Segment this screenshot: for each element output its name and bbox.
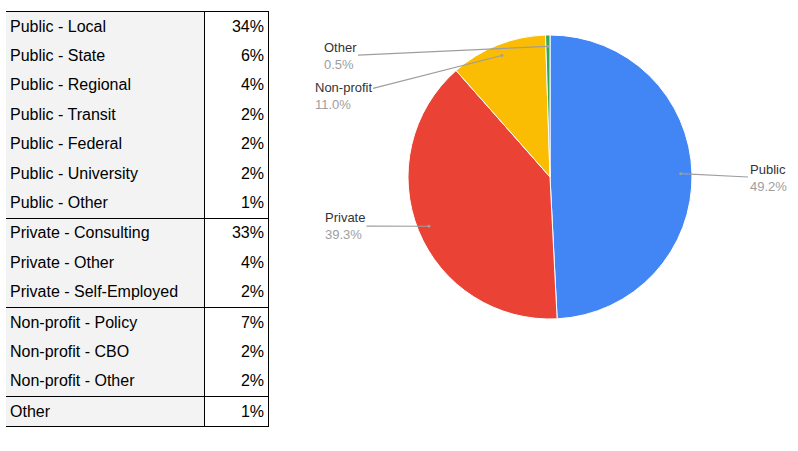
html-text:Public - Local: Public - Local: [10, 17, 106, 35]
html-text:33%: 33%: [232, 224, 264, 242]
html-text:Public - Other: Public - Other: [10, 194, 108, 211]
html-text:Public - Transit: Public - Transit: [10, 105, 116, 123]
html-text:Other: Other: [10, 402, 50, 420]
svg-text:Private39.3%: Private39.3%: [325, 210, 365, 242]
html-text:4%: 4%: [240, 76, 264, 94]
html-text:1%: 1%: [240, 402, 264, 420]
html-text:Non-profit - Policy: Non-profit - Policy: [10, 313, 138, 331]
html-text:Public - Federal: Public - Federal: [10, 135, 122, 153]
html-text:1%: 1%: [240, 194, 264, 211]
html-text:Private - Other: Private - Other: [10, 253, 114, 271]
html-text:2%: 2%: [240, 164, 264, 182]
html-text:7%: 7%: [240, 313, 264, 331]
svg-text:Public49.2%: Public49.2%: [750, 162, 787, 194]
html-text:Non-profit - Other: Non-profit - Other: [10, 372, 135, 390]
svg-text:Non-profit11.0%: Non-profit11.0%: [315, 80, 372, 112]
html-text:34%: 34%: [232, 17, 264, 35]
html-text:Private - Self-Employed: Private - Self-Employed: [10, 283, 179, 301]
html-text:2%: 2%: [240, 105, 264, 123]
html-text:2%: 2%: [240, 343, 264, 360]
html-text:Non-profit - CBO: Non-profit - CBO: [10, 343, 130, 360]
html-text:Public - Regional: Public - Regional: [10, 76, 131, 94]
html-text:2%: 2%: [240, 283, 264, 301]
svg-text:Other0.5%: Other0.5%: [324, 40, 357, 72]
html-text:Private - Consulting: Private - Consulting: [10, 224, 150, 242]
html-text:2%: 2%: [240, 135, 264, 153]
html-text:2%: 2%: [240, 372, 264, 390]
html-text:4%: 4%: [240, 253, 264, 271]
html-text:6%: 6%: [240, 47, 264, 65]
html-text:Public - University: Public - University: [10, 164, 138, 182]
html-text:Public - State: Public - State: [10, 47, 106, 65]
